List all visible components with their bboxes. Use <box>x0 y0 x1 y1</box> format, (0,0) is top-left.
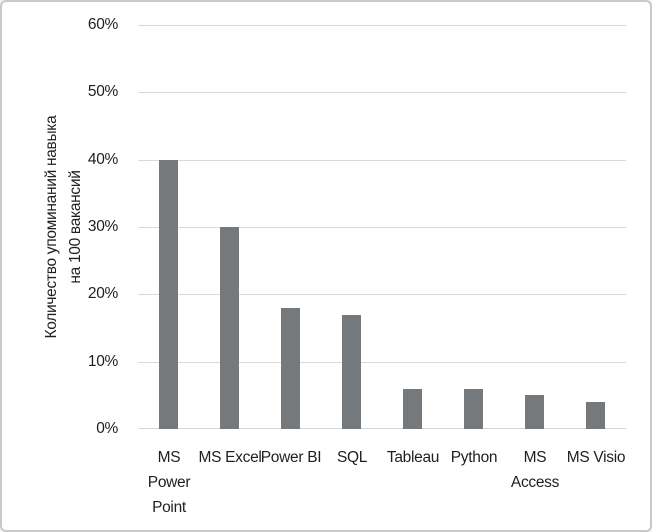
gridline <box>138 92 626 93</box>
bar-tableau <box>403 389 422 429</box>
x-axis-label: Tableau <box>386 449 440 466</box>
bar-ms-power-point <box>159 160 178 429</box>
x-axis-label: MS Excel <box>198 449 262 466</box>
y-axis-tick-label: 50% <box>87 83 118 100</box>
gridline <box>138 227 626 228</box>
x-axis-baseline <box>138 428 626 429</box>
gridline <box>138 362 626 363</box>
x-axis-label: MS Access <box>510 449 560 491</box>
bar-ms-visio <box>586 402 605 429</box>
y-axis-tick-label: 40% <box>87 151 118 168</box>
y-axis-tick-label: 60% <box>87 16 118 33</box>
x-axis-label: Power BI <box>260 449 322 466</box>
bar-sql <box>342 315 361 429</box>
x-axis-label: SQL <box>336 449 368 466</box>
x-axis-label: MS Power Point <box>147 449 191 516</box>
y-axis-tick-label: 0% <box>96 420 118 437</box>
bar-ms-access <box>525 395 544 429</box>
bar-python <box>464 389 483 429</box>
gridline <box>138 160 626 161</box>
bar-ms-excel <box>220 227 239 429</box>
y-axis-tick-label: 30% <box>87 218 118 235</box>
y-axis-tick-label: 10% <box>87 353 118 370</box>
y-axis-tick-label: 20% <box>87 285 118 302</box>
gridline <box>138 294 626 295</box>
plot-area <box>138 25 626 429</box>
bar-power-bi <box>281 308 300 429</box>
x-axis-label: MS Visio <box>566 449 626 466</box>
x-axis-label: Python <box>450 449 498 466</box>
gridline <box>138 25 626 26</box>
